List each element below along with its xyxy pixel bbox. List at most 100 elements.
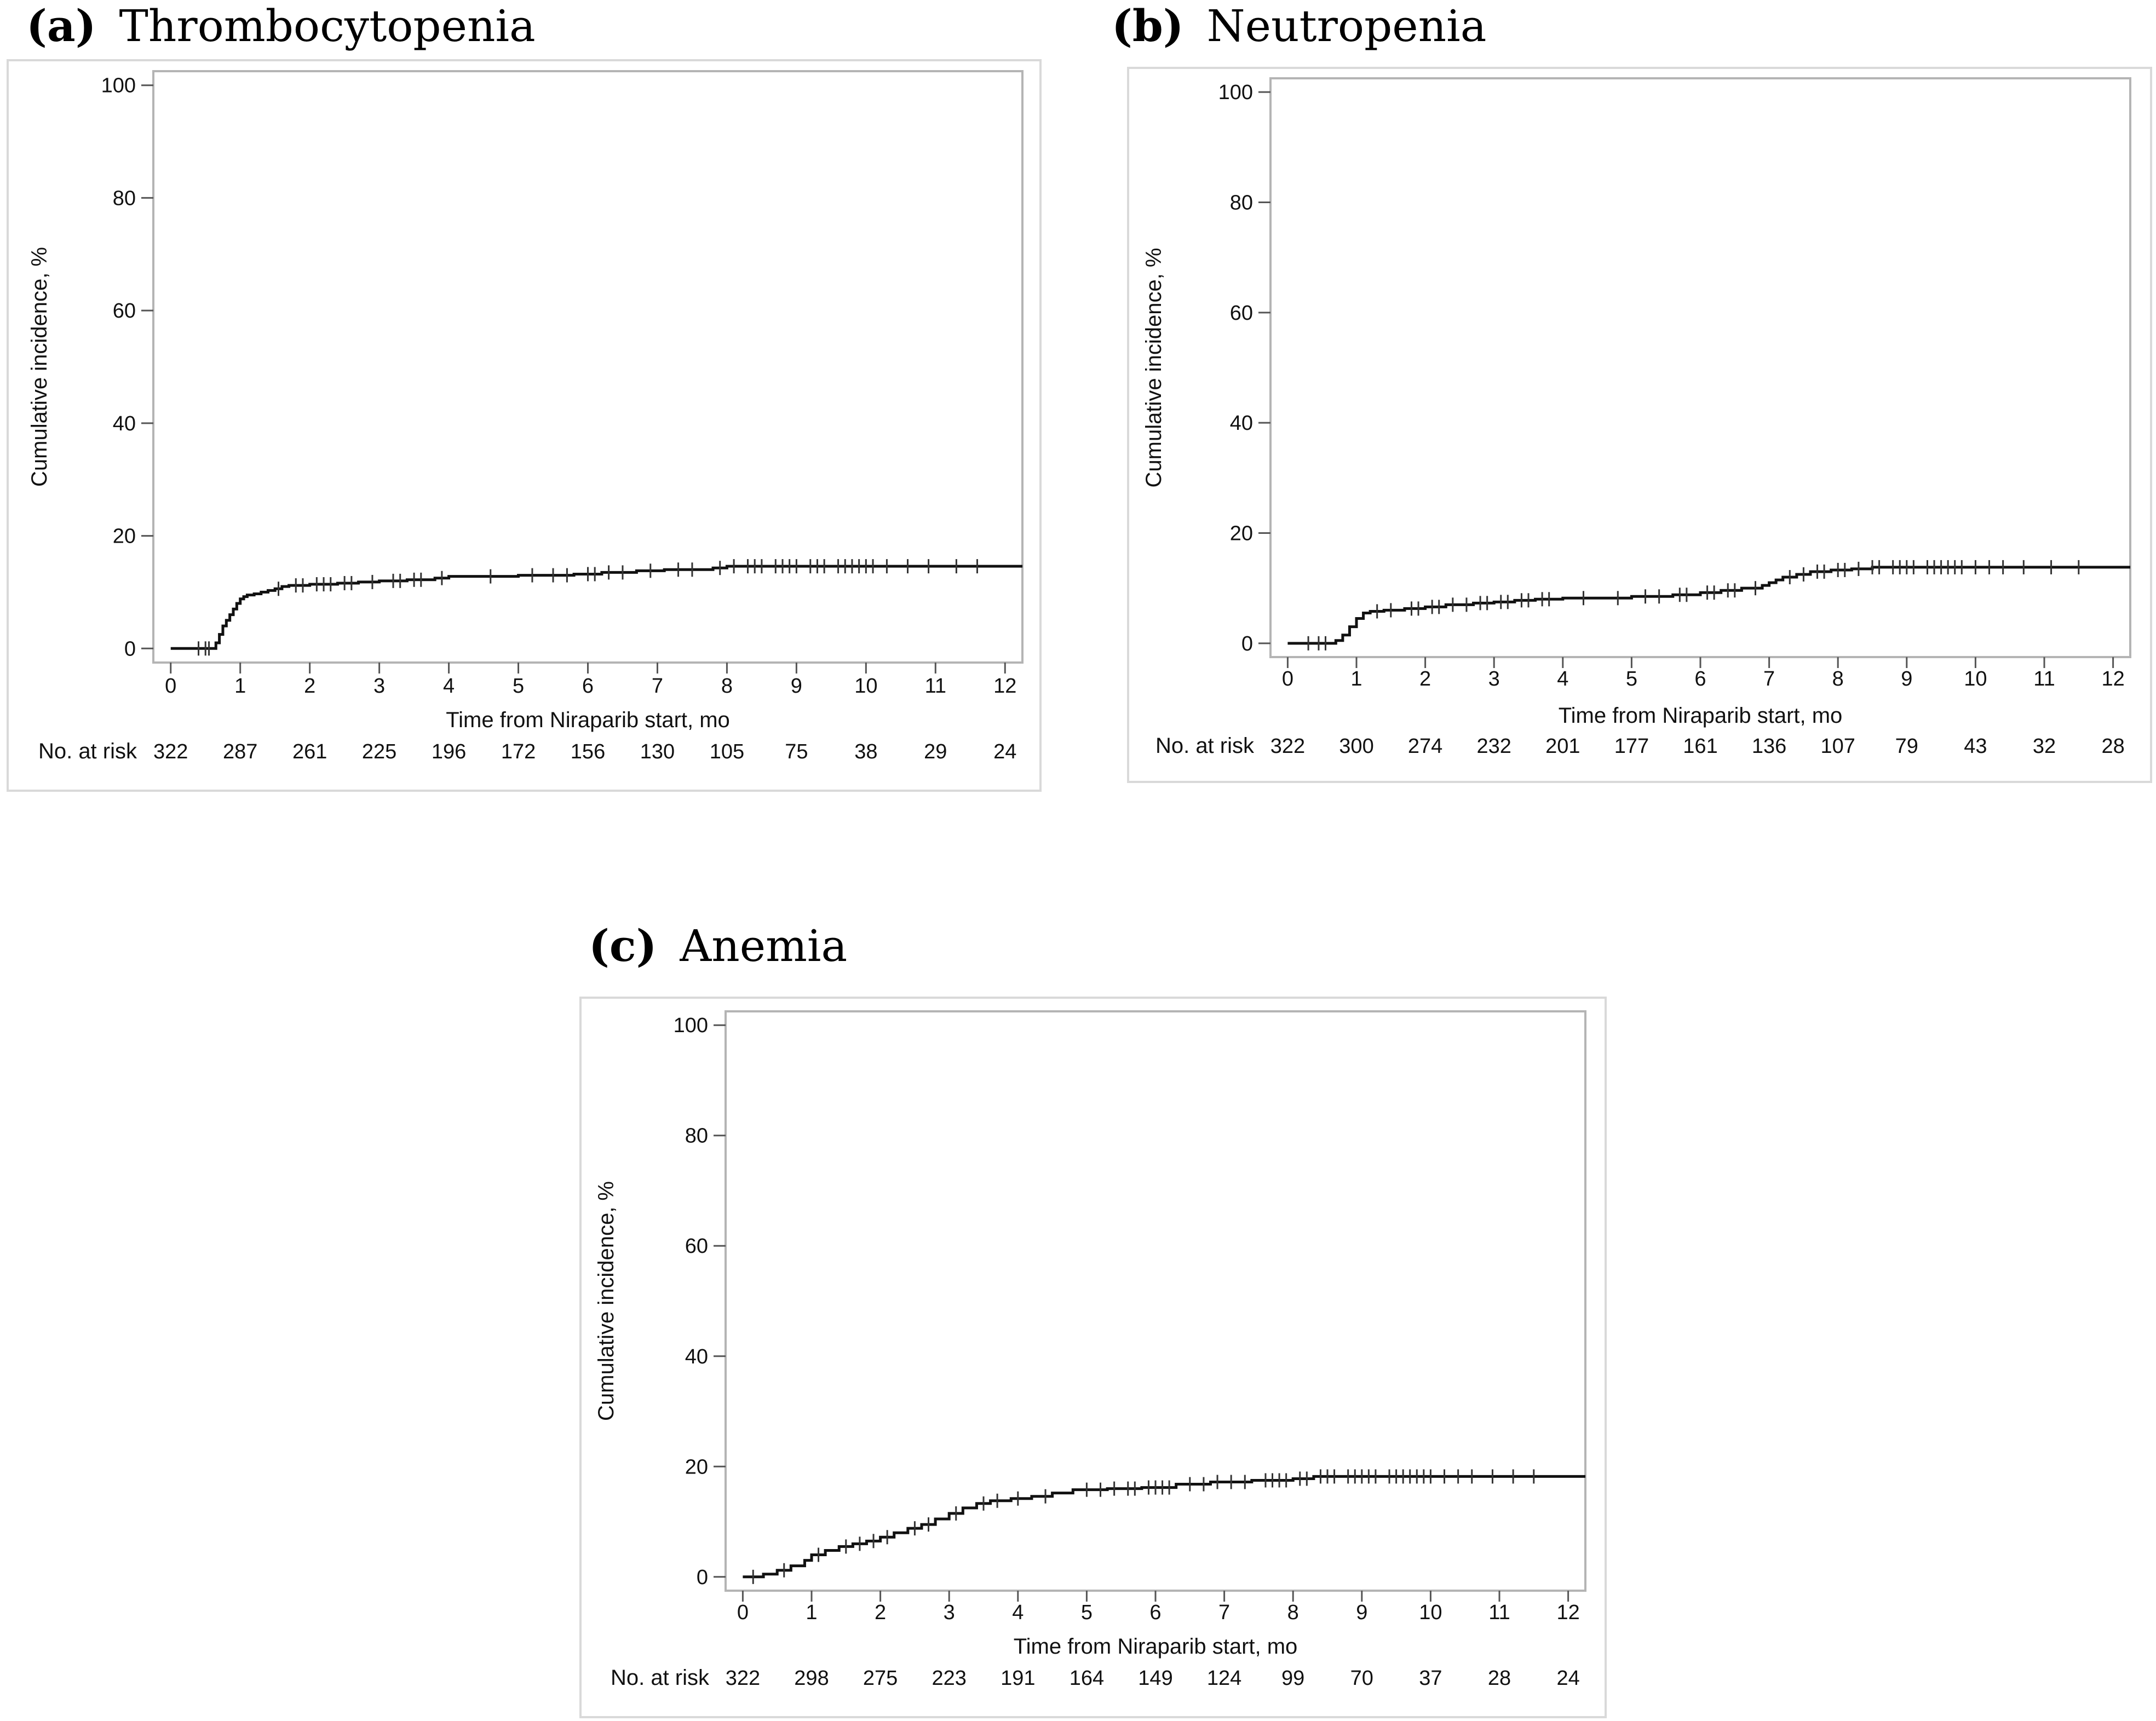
risk-value: 107 [1820,735,1855,758]
risk-value: 275 [863,1667,898,1690]
y-axis-label: Cumulative incidence, % [594,1181,618,1421]
risk-value: 322 [1270,735,1305,758]
x-tick-label: 9 [1356,1601,1367,1624]
y-axis-label: Cumulative incidence, % [27,247,51,487]
risk-table-label: No. at risk [1155,734,1255,758]
x-tick-label: 10 [1419,1601,1442,1624]
panel-heading: (c) Anemia [589,920,847,971]
x-tick-label: 8 [1832,667,1844,690]
panel-title: Anemia [680,920,848,971]
y-tick-label: 80 [1230,192,1253,215]
x-tick-label: 6 [1149,1601,1161,1624]
y-tick-label: 60 [685,1235,708,1258]
panel-title: Neutropenia [1206,1,1487,51]
x-tick-label: 1 [234,675,246,698]
x-axis-label: Time from Niraparib start, mo [1559,704,1843,728]
risk-value: 156 [571,740,605,763]
x-tick-label: 4 [443,675,455,698]
risk-value: 29 [924,740,947,763]
panel-a: (a) Thrombocytopenia 0 20 40 60 80 100 0 1 2 3 4 5 6 7… [0,0,1042,799]
risk-value: 130 [640,740,675,763]
x-tick-label: 2 [875,1601,886,1624]
risk-value: 37 [1419,1667,1442,1690]
y-tick-label: 20 [1230,522,1253,545]
risk-value: 24 [1556,1667,1579,1690]
panel-title: Thrombocytopenia [119,1,536,51]
x-tick-label: 8 [721,675,733,698]
x-tick-label: 6 [1694,667,1706,690]
plot-area [1269,77,2131,658]
x-axis-label: Time from Niraparib start, mo [446,708,730,732]
panel-heading: (a) Thrombocytopenia [26,0,536,51]
x-tick-label: 3 [944,1601,955,1624]
risk-value: 172 [501,740,536,763]
incidence-curve [1287,566,2130,645]
risk-value: 322 [153,740,188,763]
x-tick-label: 8 [1287,1601,1299,1624]
risk-value: 99 [1281,1667,1304,1690]
risk-value: 232 [1476,735,1511,758]
x-tick-label: 5 [1626,667,1637,690]
x-tick-label: 7 [1763,667,1775,690]
risk-table-label: No. at risk [611,1666,710,1690]
x-tick-label: 5 [1081,1601,1093,1624]
x-tick-label: 7 [1218,1601,1230,1624]
x-tick-label: 12 [2101,667,2124,690]
x-tick-label: 1 [806,1601,817,1624]
x-tick-label: 7 [652,675,663,698]
risk-value: 32 [2033,735,2056,758]
panel-label: (c) [589,920,657,971]
risk-value: 136 [1752,735,1786,758]
risk-value: 124 [1207,1667,1241,1690]
panel-label: (a) [26,0,96,51]
risk-value: 105 [710,740,744,763]
panel-c: (c) Anemia 0 20 40 60 80 100 0 1 2 3 4 5 6 7 8 9 10 11 12 Ti… [575,920,1615,1721]
x-tick-label: 12 [993,675,1016,698]
y-tick-label: 80 [685,1125,708,1148]
y-tick-label: 60 [1230,302,1253,325]
risk-value: 201 [1545,735,1580,758]
y-tick-label: 20 [685,1455,708,1478]
y-tick-label: 100 [101,74,136,97]
panel-label: (b) [1112,0,1184,51]
x-tick-label: 5 [513,675,524,698]
y-tick-label: 40 [113,412,136,435]
x-tick-label: 3 [373,675,385,698]
risk-value: 28 [2101,735,2124,758]
risk-value: 79 [1895,735,1918,758]
risk-value: 196 [432,740,466,763]
x-tick-label: 0 [165,675,176,698]
risk-value: 287 [223,740,257,763]
x-tick-label: 0 [1282,667,1293,690]
risk-value: 28 [1488,1667,1511,1690]
x-tick-label: 11 [2033,667,2055,690]
risk-value: 149 [1138,1667,1172,1690]
risk-value: 164 [1070,1667,1104,1690]
x-tick-label: 2 [1419,667,1431,690]
y-tick-label: 80 [113,187,136,210]
x-tick-label: 4 [1557,667,1568,690]
risk-value: 177 [1614,735,1649,758]
risk-value: 43 [1964,735,1987,758]
risk-value: 38 [854,740,877,763]
risk-value: 161 [1683,735,1717,758]
panel-heading: (b) Neutropenia [1112,0,1486,51]
risk-table-label: No. at risk [38,739,137,763]
risk-value: 225 [362,740,396,763]
x-axis-label: Time from Niraparib start, mo [1014,1634,1298,1659]
y-axis-label: Cumulative incidence, % [1142,248,1166,488]
x-tick-label: 6 [582,675,594,698]
panel-b: (b) Neutropenia 0 20 40 60 80 100 0 1 2 3 4 5 6 7 8 9 10 1… [1112,0,2156,788]
x-tick-label: 9 [791,675,802,698]
risk-value: 300 [1339,735,1373,758]
x-tick-label: 10 [1964,667,1987,690]
y-tick-label: 40 [685,1345,708,1368]
x-tick-label: 10 [854,675,877,698]
y-tick-label: 0 [697,1566,708,1589]
plot-frame [1127,67,2152,783]
plot-frame [579,997,1607,1718]
risk-value: 223 [932,1667,966,1690]
y-tick-label: 100 [1218,81,1253,104]
